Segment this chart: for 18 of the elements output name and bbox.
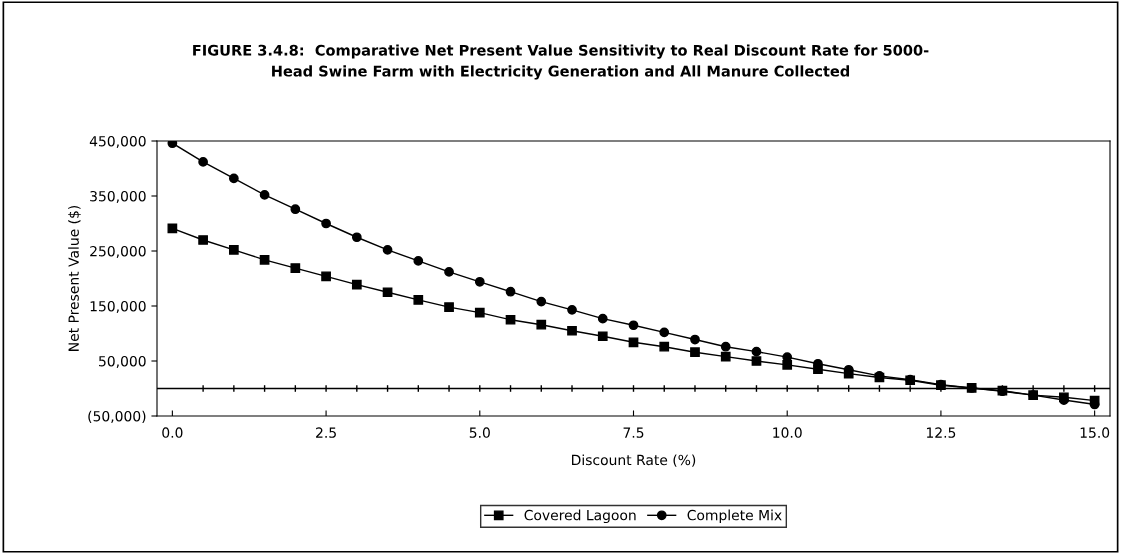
- y-tick-label: 350,000: [90, 190, 146, 203]
- x-axis-title: Discount Rate (%): [572, 454, 696, 467]
- x-tick-label: 12.5: [926, 427, 956, 438]
- y-tick-label: (50,000): [88, 410, 146, 424]
- x-tick-label: 0.0: [162, 427, 183, 438]
- x-tick-label: 15.0: [1080, 427, 1110, 438]
- legend-label: Complete Mix: [687, 509, 782, 524]
- x-tick-label: 5.0: [469, 427, 490, 438]
- y-axis-title: Net Present Value ($): [68, 205, 81, 351]
- chart-title: FIGURE 3.4.8: Comparative Net Present Value Sensitivity to Real Discount Rate for 5000- Head Swine Farm with Electricity Generation and All Manure Collected: [193, 44, 929, 80]
- y-tick-label: 250,000: [90, 245, 146, 258]
- y-tick-label: 450,000: [89, 135, 146, 148]
- y-tick-label: 150,000: [90, 300, 146, 313]
- y-tick-label: 50,000: [99, 355, 146, 368]
- x-tick-label: 2.5: [316, 427, 336, 438]
- x-tick-label: 10.0: [773, 427, 802, 438]
- x-tick-label: 7.5: [623, 427, 644, 438]
- legend-label: Covered Lagoon: [524, 509, 636, 524]
